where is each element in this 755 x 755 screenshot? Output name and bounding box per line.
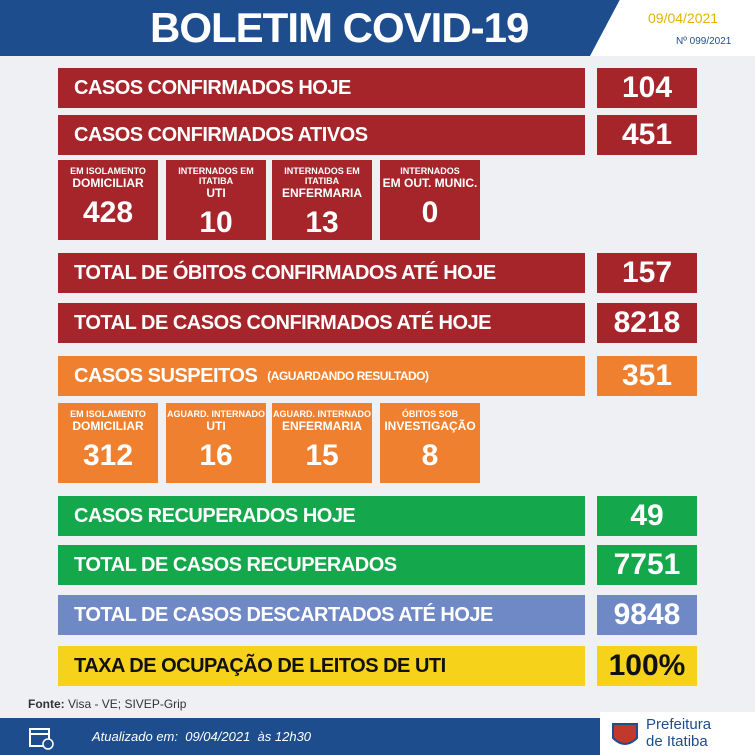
logo-line: Prefeitura [646, 716, 712, 733]
row-label-bar: TAXA DE OCUPAÇÃO DE LEITOS DE UTI [58, 646, 585, 686]
sub-box: EM ISOLAMENTO DOMICILIAR 428 [58, 160, 158, 240]
row-label-bar: CASOS RECUPERADOS HOJE [58, 496, 585, 536]
row-label: TOTAL DE CASOS CONFIRMADOS ATÉ HOJE [74, 311, 491, 334]
updated: Atualizado em: 09/04/2021 às 12h30 [92, 729, 311, 744]
row-label-bar: CASOS CONFIRMADOS HOJE [58, 68, 585, 108]
calendar-icon [29, 728, 54, 750]
updated-date: 09/04/2021 [185, 729, 251, 744]
sub-box: INTERNADOS EM ITATIBA ENFERMARIA 13 [272, 160, 372, 240]
row-value: 104 [597, 68, 697, 108]
sub-box-value: 13 [305, 206, 339, 239]
sub-box-top: INTERNADOS EM ITATIBA [284, 166, 360, 186]
logo-text: Prefeitura de Itatiba [646, 716, 711, 750]
source-text: Visa - VE; SIVEP-Grip [68, 697, 187, 711]
bulletin-number: Nº 099/2021 [676, 36, 732, 47]
row-label: TOTAL DE ÓBITOS CONFIRMADOS ATÉ HOJE [74, 261, 496, 284]
row-label: TAXA DE OCUPAÇÃO DE LEITOS DE UTI [74, 654, 446, 677]
updated-label: Atualizado em: [92, 729, 178, 744]
sub-box-top: AGUARD. INTERNADO [273, 409, 371, 419]
sub-box-value: 10 [199, 206, 233, 239]
row-note: (AGUARDANDO RESULTADO) [267, 369, 429, 383]
sub-box: INTERNADOS EM ITATIBA UTI 10 [166, 160, 266, 240]
sub-box-top: EM ISOLAMENTO [70, 409, 146, 419]
sub-box-value: 15 [305, 439, 339, 472]
logo-crest [612, 723, 638, 745]
row-label-bar: CASOS SUSPEITOS (AGUARDANDO RESULTADO) [58, 356, 585, 396]
row-label-bar: CASOS CONFIRMADOS ATIVOS [58, 115, 585, 155]
row-label: TOTAL DE CASOS RECUPERADOS [74, 553, 397, 576]
row-label-bar: TOTAL DE CASOS DESCARTADOS ATÉ HOJE [58, 595, 585, 635]
row-value: 49 [597, 496, 697, 536]
sub-box-value: 428 [82, 196, 134, 229]
sub-box-top: INTERNADOS EM ITATIBA [178, 166, 254, 186]
sub-box-value: 312 [82, 439, 134, 472]
title: BOLETIM COVID-19 [150, 4, 529, 51]
header-corner [590, 0, 755, 56]
sub-box-top: EM ISOLAMENTO [70, 166, 146, 176]
row-label: CASOS CONFIRMADOS HOJE [74, 76, 351, 99]
row-value: 8218 [597, 303, 697, 343]
source-label: Fonte: [28, 697, 65, 711]
logo-line: de Itatiba [646, 733, 708, 750]
sub-box-main: INVESTIGAÇÃO [384, 419, 476, 433]
row-label: CASOS RECUPERADOS HOJE [74, 504, 356, 527]
date: 09/04/2021 [648, 10, 719, 26]
sub-box-main: ENFERMARIA [282, 419, 362, 433]
sub-box-main: DOMICILIAR [72, 419, 144, 433]
row-value: 9848 [597, 595, 697, 635]
sub-box-main: DOMICILIAR [72, 176, 144, 190]
row-label-bar: TOTAL DE ÓBITOS CONFIRMADOS ATÉ HOJE [58, 253, 585, 293]
row-value: 351 [597, 356, 697, 396]
sub-box: ÓBITOS SOB INVESTIGAÇÃO 8 [380, 403, 480, 483]
row-label: CASOS CONFIRMADOS ATIVOS [74, 123, 368, 146]
row-label: TOTAL DE CASOS DESCARTADOS ATÉ HOJE [74, 603, 493, 626]
updated-time: às 12h30 [257, 729, 312, 744]
row-label-bar: TOTAL DE CASOS CONFIRMADOS ATÉ HOJE [58, 303, 585, 343]
sub-box-top: ÓBITOS SOB [401, 409, 459, 419]
row-label: CASOS SUSPEITOS [74, 364, 258, 387]
sub-box: AGUARD. INTERNADO ENFERMARIA 15 [272, 403, 372, 483]
sub-box: AGUARD. INTERNADO UTI 16 [166, 403, 266, 483]
sub-box-top: INTERNADOS [400, 166, 460, 176]
sub-box: INTERNADOS EM OUT. MUNIC. 0 [380, 160, 480, 240]
sub-box-top: AGUARD. INTERNADO [167, 409, 265, 419]
sub-box-main: UTI [206, 419, 226, 433]
sub-box: EM ISOLAMENTO DOMICILIAR 312 [58, 403, 158, 483]
row-value: 451 [597, 115, 697, 155]
row-value: 100% [597, 646, 697, 686]
row-value: 157 [597, 253, 697, 293]
source: Fonte: Visa - VE; SIVEP-Grip [28, 697, 186, 711]
sub-box-main: ENFERMARIA [282, 186, 362, 200]
sub-box-value: 8 [421, 439, 439, 472]
sub-box-main: EM OUT. MUNIC. [382, 176, 478, 190]
row-value: 7751 [597, 545, 697, 585]
sub-box-value: 16 [199, 439, 233, 472]
row-label-bar: TOTAL DE CASOS RECUPERADOS [58, 545, 585, 585]
sub-box-value: 0 [421, 196, 439, 229]
sub-box-main: UTI [206, 186, 226, 200]
